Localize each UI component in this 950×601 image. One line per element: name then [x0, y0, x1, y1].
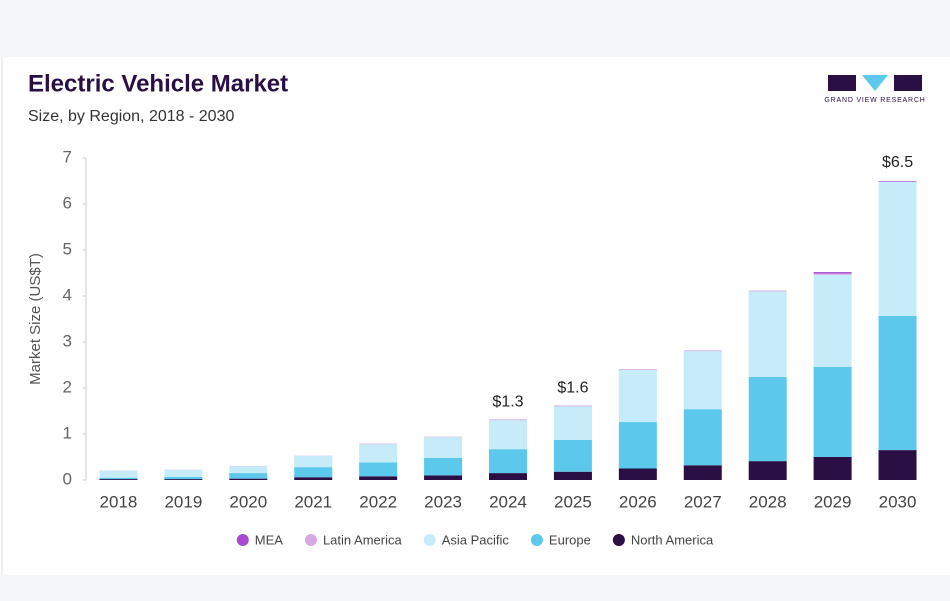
bar-segment: [748, 376, 787, 462]
logo-block: [862, 75, 888, 91]
legend-label: North America: [631, 532, 714, 547]
x-tick-label: 2029: [814, 492, 852, 511]
legend-swatch: [530, 534, 543, 546]
y-tick-label: 4: [63, 285, 72, 304]
bar-segment: [164, 469, 203, 477]
bar-segment: [489, 420, 527, 450]
bar-segment: [683, 409, 722, 466]
x-tick-label: 2018: [100, 492, 138, 511]
bar-segment: [813, 366, 852, 457]
bar-segment: [618, 422, 657, 469]
x-tick-label: 2030: [879, 492, 917, 511]
bar-segment: [618, 468, 657, 480]
bar-segment: [359, 462, 398, 477]
total-label: $1.3: [492, 393, 523, 410]
legend-label: MEA: [255, 532, 284, 547]
y-tick-label: 0: [63, 469, 72, 488]
x-tick-label: 2028: [749, 492, 787, 511]
bar-segment: [878, 450, 917, 480]
x-tick-label: 2019: [164, 492, 202, 511]
bar-segment: [748, 291, 787, 377]
bar-segment: [359, 444, 398, 463]
y-tick-label: 3: [63, 331, 72, 350]
chart-subtitle: Size, by Region, 2018 - 2030: [28, 108, 234, 125]
legend-label: Latin America: [323, 532, 403, 547]
bar-segment: [553, 471, 592, 480]
bar-segment: [229, 473, 268, 479]
bar-segment: [878, 181, 917, 316]
y-tick-label: 2: [63, 377, 72, 396]
bar-segment: [99, 470, 138, 478]
bar-segment: [424, 475, 463, 480]
logo: GRAND VIEW RESEARCH: [824, 75, 925, 104]
legend-swatch: [612, 534, 625, 546]
legend-swatch: [304, 534, 317, 546]
bar-segment: [424, 457, 463, 476]
logo-block: [828, 75, 856, 91]
bar-segment: [294, 477, 333, 480]
bar-segment: [813, 274, 852, 367]
bar-segment: [359, 476, 398, 480]
y-tick-label: 7: [63, 147, 72, 166]
bar-segment: [424, 437, 463, 458]
x-tick-label: 2020: [229, 492, 267, 511]
x-tick-label: 2023: [424, 492, 462, 511]
total-label: $6.5: [882, 154, 913, 171]
bar-segment: [164, 476, 203, 480]
bar-segment: [489, 473, 527, 480]
bar-segment: [813, 457, 852, 480]
x-tick-label: 2022: [359, 492, 397, 511]
y-tick-label: 1: [63, 423, 72, 442]
bar-segment: [553, 439, 592, 472]
bar-segment: [813, 272, 852, 274]
y-tick-label: 6: [63, 193, 72, 212]
x-tick-label: 2021: [294, 492, 332, 511]
bar-segment: [229, 478, 268, 480]
bar-segment: [229, 466, 268, 474]
bar-segment: [683, 465, 722, 480]
total-label: $1.6: [557, 380, 588, 397]
x-tick-label: 2025: [554, 492, 592, 511]
y-tick-label: 5: [63, 239, 72, 258]
bar-segment: [164, 479, 203, 480]
x-tick-label: 2027: [684, 492, 722, 511]
card: [0, 57, 950, 575]
chart-title: Electric Vehicle Market: [28, 70, 288, 97]
bar-segment: [813, 273, 852, 275]
x-tick-label: 2026: [619, 492, 657, 511]
legend-label: Europe: [549, 532, 591, 547]
legend-swatch: [236, 534, 249, 546]
bar-segment: [748, 461, 787, 480]
bar-segment: [99, 479, 138, 480]
x-tick-label: 2024: [489, 492, 527, 511]
bar-segment: [878, 315, 917, 451]
bar-segment: [294, 467, 333, 478]
bar-segment: [618, 370, 657, 423]
legend-label: Asia Pacific: [442, 532, 510, 547]
legend-swatch: [423, 534, 436, 546]
logo-text: GRAND VIEW RESEARCH: [824, 97, 925, 104]
y-axis-label: Market Size (US$T): [27, 253, 44, 385]
bar-segment: [683, 351, 722, 410]
logo-block: [894, 75, 922, 91]
bar-segment: [294, 456, 333, 468]
bar-segment: [99, 477, 138, 480]
bar-segment: [553, 406, 592, 440]
bar-segment: [489, 449, 527, 474]
